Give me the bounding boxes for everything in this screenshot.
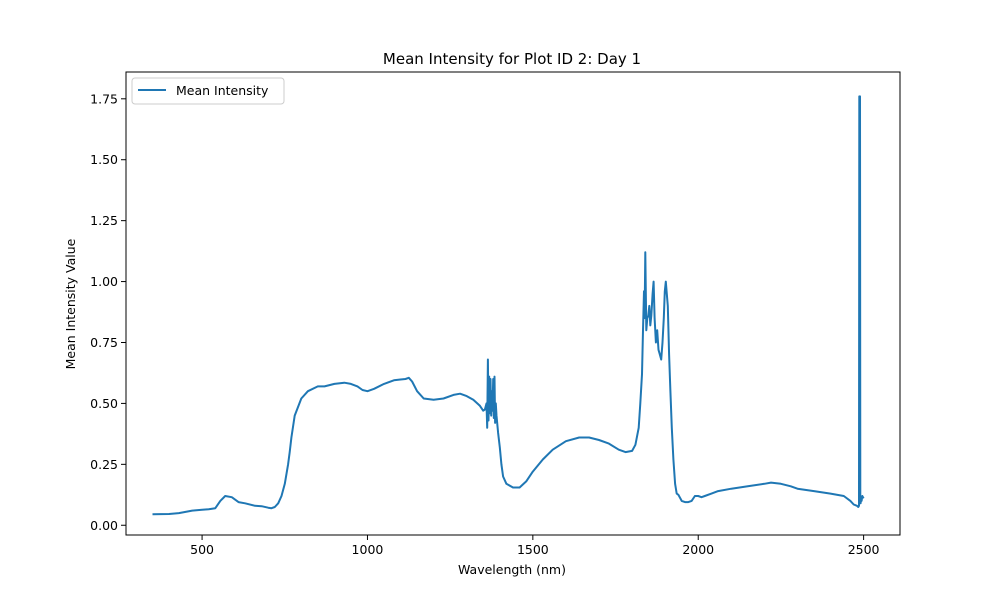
y-axis: 0.00 0.25 0.50 0.75 1.00 1.25 1.50 1.75 [90,91,126,533]
y-tick-label: 0.25 [90,457,118,472]
x-tick-label: 500 [190,542,214,557]
x-axis-label: Wavelength (nm) [458,562,566,577]
series-line-0 [152,95,865,516]
x-axis: 500 1000 1500 2000 2500 [190,535,880,557]
y-tick-label: 1.25 [90,213,118,228]
y-axis-label: Mean Intensity Value [63,238,78,369]
x-tick-label: 1500 [517,542,549,557]
plot-frame [125,71,901,536]
y-tick-label: 1.00 [90,274,118,289]
plot-area [152,95,865,516]
x-tick-label: 2500 [848,542,880,557]
legend: Mean Intensity [131,77,285,105]
chart-title: Mean Intensity for Plot ID 2: Day 1 [383,50,641,68]
y-tick-label: 0.50 [90,396,118,411]
x-tick-label: 2000 [682,542,714,557]
x-tick-label: 1000 [352,542,384,557]
y-tick-label: 0.00 [90,518,118,533]
legend-box [131,77,285,105]
y-tick-label: 0.75 [90,335,118,350]
y-tick-label: 1.75 [90,91,118,106]
y-tick-label: 1.50 [90,152,118,167]
legend-label: Mean Intensity [176,83,269,98]
